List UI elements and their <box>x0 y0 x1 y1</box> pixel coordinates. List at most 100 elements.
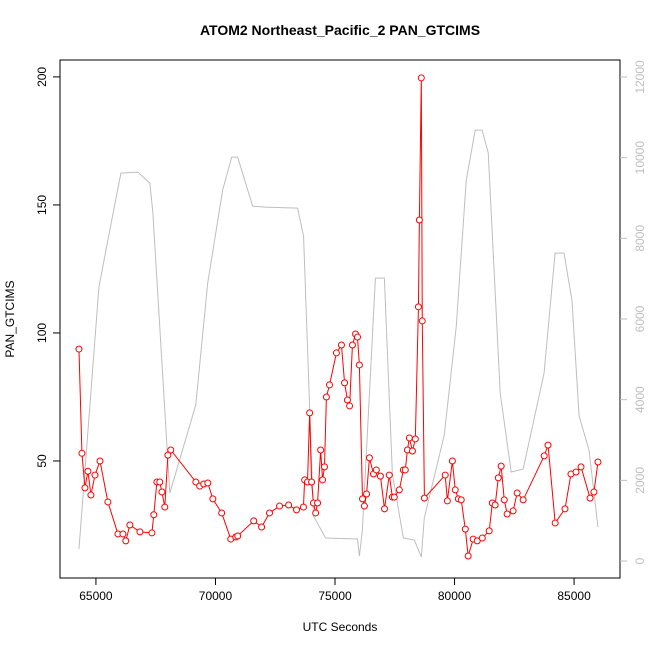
data-point <box>119 530 127 538</box>
x-tick-label: 80000 <box>438 589 472 603</box>
data-point <box>385 471 393 479</box>
data-point <box>414 303 422 311</box>
data-point <box>81 484 89 492</box>
data-point <box>164 451 172 459</box>
data-point <box>341 379 349 387</box>
data-point <box>148 529 156 537</box>
data-point <box>415 216 423 224</box>
data-point <box>408 447 416 455</box>
x-tick-label: 75000 <box>318 589 352 603</box>
data-point <box>376 472 384 480</box>
data-point <box>320 463 328 471</box>
data-point <box>84 467 92 475</box>
data-point <box>355 361 363 369</box>
data-point <box>586 494 594 502</box>
data-point <box>346 402 354 410</box>
data-point <box>572 468 580 476</box>
data-point <box>358 495 366 503</box>
data-point <box>319 476 327 484</box>
data-point <box>317 446 325 454</box>
data-point <box>150 511 158 519</box>
data-point <box>326 381 334 389</box>
x-tick-label: 85000 <box>557 589 591 603</box>
data-point <box>91 471 99 479</box>
data-point <box>411 435 419 443</box>
data-point <box>75 345 83 353</box>
data-point <box>360 502 368 510</box>
data-point <box>509 507 517 515</box>
data-point <box>348 341 356 349</box>
y2-tick-label: 10000 <box>633 141 647 175</box>
data-point <box>87 491 95 499</box>
data-point <box>126 521 134 529</box>
data-point <box>372 466 380 474</box>
data-point <box>491 501 499 509</box>
data-point <box>590 488 598 496</box>
data-point <box>204 479 212 487</box>
data-point <box>308 478 316 486</box>
data-point <box>258 523 266 531</box>
y-tick-label: 50 <box>35 454 49 468</box>
y-axis-label: PAN_GTCIMS <box>3 280 17 357</box>
data-point <box>343 396 351 404</box>
data-point <box>96 457 104 465</box>
data-point <box>322 393 330 401</box>
data-point <box>136 528 144 536</box>
data-point <box>478 534 486 542</box>
data-point <box>78 449 86 457</box>
data-point <box>540 452 548 460</box>
data-point <box>441 471 449 479</box>
data-point <box>209 495 217 503</box>
data-point <box>561 505 569 513</box>
data-point <box>551 519 559 527</box>
plot-frame <box>59 59 621 579</box>
data-point <box>167 446 175 454</box>
data-point <box>494 474 502 482</box>
data-point <box>497 462 505 470</box>
data-point <box>285 501 293 509</box>
data-line <box>78 129 599 558</box>
data-point <box>265 509 273 517</box>
y2-tick-label: 0 <box>633 557 647 564</box>
data-point <box>293 506 301 514</box>
data-point <box>276 502 284 510</box>
data-point <box>464 552 472 560</box>
data-point <box>337 341 345 349</box>
data-point <box>443 497 451 505</box>
data-point <box>405 434 413 442</box>
data-point <box>365 454 373 462</box>
y2-tick-label: 12000 <box>633 60 647 94</box>
data-point <box>312 509 320 517</box>
data-point <box>332 349 340 357</box>
x-tick-label: 70000 <box>199 589 233 603</box>
data-point <box>363 490 371 498</box>
y-tick-label: 200 <box>35 67 49 87</box>
data-point <box>395 486 403 494</box>
data-point <box>577 463 585 471</box>
data-point <box>234 532 242 540</box>
data-point <box>417 74 425 82</box>
data-point <box>485 527 493 535</box>
data-point <box>390 493 398 501</box>
data-point <box>500 496 508 504</box>
x-axis-label: UTC Seconds <box>303 620 378 634</box>
data-point <box>306 409 314 417</box>
data-point <box>156 478 164 486</box>
data-point <box>461 525 469 533</box>
data-point <box>122 537 130 545</box>
data-point <box>519 496 527 504</box>
y-tick-label: 150 <box>35 195 49 215</box>
data-point <box>418 317 426 325</box>
data-point <box>250 517 258 525</box>
data-point <box>448 457 456 465</box>
y2-tick-label: 4000 <box>633 386 647 413</box>
data-point <box>451 486 459 494</box>
y2-tick-label: 6000 <box>633 305 647 332</box>
data-point <box>158 488 166 496</box>
x-tick-label: 65000 <box>79 589 113 603</box>
data-point <box>380 505 388 513</box>
data-point <box>314 499 322 507</box>
data-point <box>218 509 226 517</box>
data-point <box>420 494 428 502</box>
